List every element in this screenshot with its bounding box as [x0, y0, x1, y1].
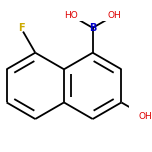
Text: B: B	[89, 23, 96, 33]
Text: HO: HO	[64, 11, 78, 20]
Text: F: F	[18, 23, 24, 33]
Text: OH: OH	[139, 112, 152, 121]
Text: OH: OH	[107, 11, 121, 20]
